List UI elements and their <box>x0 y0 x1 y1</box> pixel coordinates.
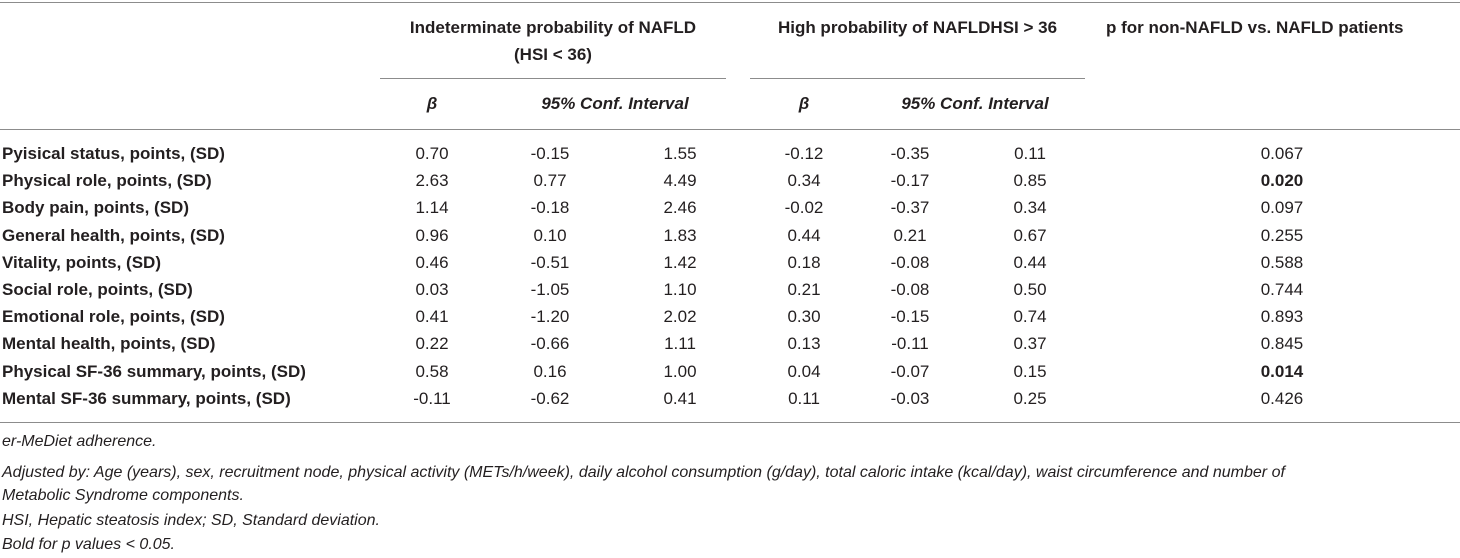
cell-l1: -0.51 <box>530 253 570 272</box>
cell-l2: 0.21 <box>893 226 927 245</box>
cell-l2: -0.11 <box>891 334 929 353</box>
footnote-5: Bold for p values < 0.05. <box>2 536 175 553</box>
row-label: Vitality, points, (SD) <box>2 253 161 272</box>
row-label: Mental SF-36 summary, points, (SD) <box>2 389 291 408</box>
cell-u1: 1.83 <box>663 226 697 245</box>
cell-l2: -0.08 <box>890 280 930 299</box>
cell-u1: 1.42 <box>663 253 697 272</box>
cell-b1: 0.58 <box>415 362 449 381</box>
cell-u2: 0.50 <box>1013 280 1047 299</box>
cell-u2: 0.67 <box>1013 226 1047 245</box>
cell-b2: 0.18 <box>787 253 821 272</box>
cell-b1: 1.14 <box>415 198 449 217</box>
beta-header-2: β <box>798 94 810 113</box>
cell-u2: 0.74 <box>1013 307 1047 326</box>
cell-u2: 0.15 <box>1013 362 1047 381</box>
footnote-1: er-MeDiet adherence. <box>2 433 157 450</box>
cell-b1: 0.41 <box>415 307 449 326</box>
cell-b2: 0.34 <box>787 171 821 190</box>
cell-u1: 0.41 <box>663 389 697 408</box>
row-label: Physical SF-36 summary, points, (SD) <box>2 362 306 381</box>
cell-l1: -0.62 <box>530 389 570 408</box>
cell-b1: 2.63 <box>415 171 449 190</box>
group2-underline <box>750 78 1085 79</box>
cell-l2: -0.07 <box>890 362 930 381</box>
cell-u2: 0.25 <box>1013 389 1047 408</box>
cell-l2: -0.15 <box>890 307 930 326</box>
cell-l1: 0.16 <box>533 362 567 381</box>
table-bottom-rule <box>0 422 1460 423</box>
cell-b1: -0.11 <box>413 389 451 408</box>
cell-l1: -1.20 <box>530 307 570 326</box>
cell-p: 0.014 <box>1260 362 1304 381</box>
cell-b1: 0.46 <box>415 253 449 272</box>
row-label: General health, points, (SD) <box>2 226 225 245</box>
footnote-2: Adjusted by: Age (years), sex, recruitme… <box>2 464 1285 481</box>
cell-u1: 4.49 <box>663 171 697 190</box>
cell-p: 0.067 <box>1260 144 1304 163</box>
group3-header: p for non-NAFLD vs. NAFLD patients <box>1106 18 1404 37</box>
cell-b2: 0.04 <box>787 362 821 381</box>
cell-l2: -0.03 <box>890 389 930 408</box>
header-bottom-rule <box>0 129 1460 130</box>
row-label: Emotional role, points, (SD) <box>2 307 225 326</box>
group1-underline <box>380 78 726 79</box>
cell-l1: 0.10 <box>533 226 567 245</box>
cell-b1: 0.22 <box>415 334 449 353</box>
cell-l2: -0.35 <box>890 144 930 163</box>
cell-u2: 0.11 <box>1014 144 1046 163</box>
cell-p: 0.744 <box>1260 280 1304 299</box>
footnote-3: Metabolic Syndrome components. <box>2 487 244 504</box>
cell-l2: -0.17 <box>890 171 930 190</box>
cell-b2: 0.13 <box>787 334 821 353</box>
cell-p: 0.845 <box>1260 334 1304 353</box>
group1-header-line1: Indeterminate probability of NAFLD <box>409 18 697 37</box>
group1-header-line2: (HSI < 36) <box>514 45 592 64</box>
cell-u1: 1.55 <box>663 144 697 163</box>
beta-header-1: β <box>426 94 438 113</box>
cell-b2: -0.12 <box>784 144 824 163</box>
cell-l1: -0.66 <box>530 334 570 353</box>
cell-p: 0.020 <box>1260 171 1304 190</box>
group2-header: High probability of NAFLDHSI > 36 <box>777 18 1058 37</box>
cell-u2: 0.37 <box>1013 334 1047 353</box>
row-label: Body pain, points, (SD) <box>2 198 189 217</box>
cell-p: 0.588 <box>1260 253 1304 272</box>
cell-b2: 0.30 <box>787 307 821 326</box>
top-rule <box>0 2 1460 3</box>
cell-b2: 0.44 <box>787 226 821 245</box>
cell-p: 0.097 <box>1260 198 1304 217</box>
cell-u1: 2.46 <box>663 198 697 217</box>
cell-b1: 0.03 <box>415 280 449 299</box>
ci-header-2: 95% Conf. Interval <box>901 94 1049 113</box>
cell-p: 0.426 <box>1260 389 1304 408</box>
cell-l1: -0.15 <box>530 144 570 163</box>
cell-u1: 1.11 <box>664 334 696 353</box>
cell-l1: -0.18 <box>530 198 570 217</box>
footnote-4: HSI, Hepatic steatosis index; SD, Standa… <box>2 512 380 529</box>
cell-u1: 1.00 <box>663 362 697 381</box>
cell-u2: 0.34 <box>1013 198 1047 217</box>
cell-p: 0.893 <box>1260 307 1304 326</box>
cell-b1: 0.96 <box>415 226 449 245</box>
cell-l2: -0.08 <box>890 253 930 272</box>
row-label: Pyisical status, points, (SD) <box>2 144 225 163</box>
cell-l1: -1.05 <box>530 280 570 299</box>
cell-u1: 2.02 <box>663 307 697 326</box>
cell-p: 0.255 <box>1260 226 1304 245</box>
cell-b1: 0.70 <box>415 144 449 163</box>
cell-b2: -0.02 <box>784 198 824 217</box>
cell-l2: -0.37 <box>890 198 930 217</box>
cell-u2: 0.44 <box>1013 253 1047 272</box>
row-label: Mental health, points, (SD) <box>2 334 216 353</box>
row-label: Social role, points, (SD) <box>2 280 193 299</box>
cell-l1: 0.77 <box>533 171 567 190</box>
ci-header-1: 95% Conf. Interval <box>541 94 689 113</box>
cell-b2: 0.21 <box>787 280 821 299</box>
cell-b2: 0.11 <box>788 389 820 408</box>
cell-u2: 0.85 <box>1013 171 1047 190</box>
row-label: Physical role, points, (SD) <box>2 171 212 190</box>
cell-u1: 1.10 <box>663 280 697 299</box>
